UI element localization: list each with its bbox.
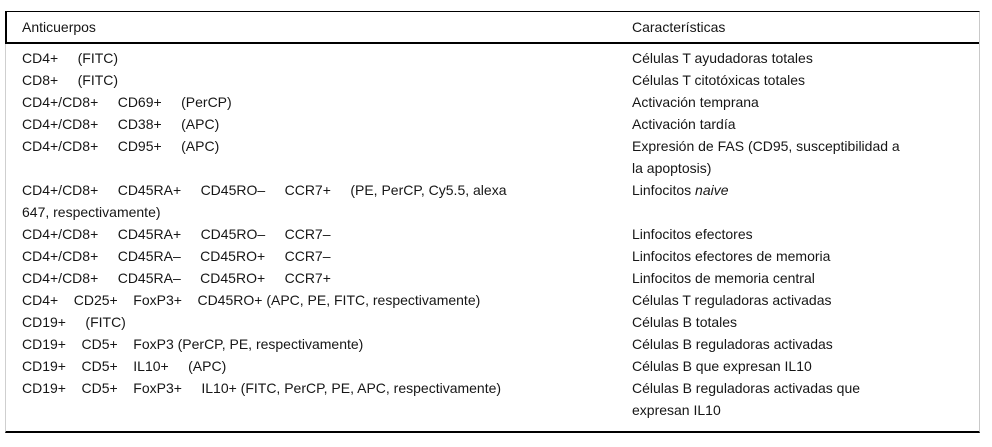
anticuerpo-cell: CD4+/CD8+ CD69+ (PerCP)	[22, 94, 232, 110]
table-row: CD4+ (FITC) Células T ayudadoras totales	[6, 47, 979, 69]
anticuerpo-cell: CD19+ CD5+ FoxP3 (PerCP, PE, respectivam…	[22, 336, 364, 352]
table-row: CD19+ (FITC) Células B totales	[6, 311, 979, 333]
caracteristica-cell: Células B que expresan IL10	[632, 358, 812, 374]
anticuerpo-cell: CD4+/CD8+ CD38+ (APC)	[22, 116, 220, 132]
header-left-rule	[5, 11, 7, 44]
table-row: CD4+/CD8+ CD45RA+ CD45RO– CCR7+ (PE, Per…	[6, 179, 979, 223]
anticuerpo-cell: CD4+/CD8+ CD95+ (APC)	[22, 138, 220, 154]
table-row: CD4+/CD8+ CD45RA– CD45RO+ CCR7+ Linfocit…	[6, 267, 979, 289]
anticuerpo-cell: CD4+/CD8+ CD45RA– CD45RO+ CCR7–	[22, 248, 331, 264]
column-header-anticuerpos: Anticuerpos	[22, 19, 96, 35]
column-header-caracteristicas: Características	[632, 19, 726, 35]
caracteristica-cell: Células T reguladoras activadas	[632, 292, 832, 308]
table-row: CD4+/CD8+ CD38+ (APC) Activación tardía	[6, 113, 979, 135]
caracteristica-text: Linfocitos	[632, 182, 696, 198]
caracteristica-cell: Células T citotóxicas totales	[632, 72, 806, 88]
anticuerpo-cell: CD19+ CD5+ IL10+ (APC)	[22, 358, 227, 374]
caracteristica-cell: Expresión de FAS (CD95, susceptibilidad …	[632, 138, 900, 176]
table-header-row: Anticuerpos Características	[6, 12, 979, 44]
table-row: CD19+ CD5+ IL10+ (APC) Células B que exp…	[6, 355, 979, 377]
anticuerpo-cell: CD19+ CD5+ FoxP3+ IL10+ (FITC, PerCP, PE…	[22, 380, 502, 396]
table-row: CD4+/CD8+ CD45RA+ CD45RO– CCR7– Linfocit…	[6, 223, 979, 245]
anticuerpo-cell: CD4+ CD25+ FoxP3+ CD45RO+ (APC, PE, FITC…	[22, 292, 481, 308]
caracteristica-cell: Células T ayudadoras totales	[632, 50, 813, 66]
table-row: CD4+ CD25+ FoxP3+ CD45RO+ (APC, PE, FITC…	[6, 289, 979, 311]
caracteristica-italic-text: naive	[695, 182, 729, 198]
table-row: CD4+/CD8+ CD45RA– CD45RO+ CCR7– Linfocit…	[6, 245, 979, 267]
caracteristica-cell: Células B reguladoras activadas que expr…	[632, 380, 861, 418]
caracteristica-cell: Células B reguladoras activadas	[632, 336, 833, 352]
anticuerpo-cell: CD4+ (FITC)	[22, 50, 119, 66]
table-row: CD8+ (FITC) Células T citotóxicas totale…	[6, 69, 979, 91]
anticuerpo-cell: CD4+/CD8+ CD45RA+ CD45RO– CCR7+ (PE, Per…	[22, 182, 507, 220]
antibodies-table: Anticuerpos Características CD4+ (FITC) …	[5, 11, 980, 433]
caracteristica-cell: Linfocitos naive	[632, 179, 979, 223]
caracteristica-cell: Linfocitos de memoria central	[632, 270, 815, 286]
table-row: CD19+ CD5+ FoxP3 (PerCP, PE, respectivam…	[6, 333, 979, 355]
anticuerpo-cell: CD4+/CD8+ CD45RA+ CD45RO– CCR7–	[22, 226, 331, 242]
table-row: CD4+/CD8+ CD95+ (APC) Expresión de FAS (…	[6, 135, 979, 179]
anticuerpo-cell: CD19+ (FITC)	[22, 314, 126, 330]
table-row: CD19+ CD5+ FoxP3+ IL10+ (FITC, PerCP, PE…	[6, 377, 979, 421]
caracteristica-cell: Células B totales	[632, 314, 738, 330]
caracteristica-cell: Activación temprana	[632, 94, 759, 110]
anticuerpo-cell: CD4+/CD8+ CD45RA– CD45RO+ CCR7+	[22, 270, 331, 286]
caracteristica-cell: Linfocitos efectores de memoria	[632, 248, 831, 264]
table-row: CD4+/CD8+ CD69+ (PerCP) Activación tempr…	[6, 91, 979, 113]
anticuerpo-cell: CD8+ (FITC)	[22, 72, 119, 88]
caracteristica-cell: Linfocitos efectores	[632, 226, 753, 242]
caracteristica-cell: Activación tardía	[632, 116, 736, 132]
table-body: CD4+ (FITC) Células T ayudadoras totales…	[6, 44, 979, 431]
